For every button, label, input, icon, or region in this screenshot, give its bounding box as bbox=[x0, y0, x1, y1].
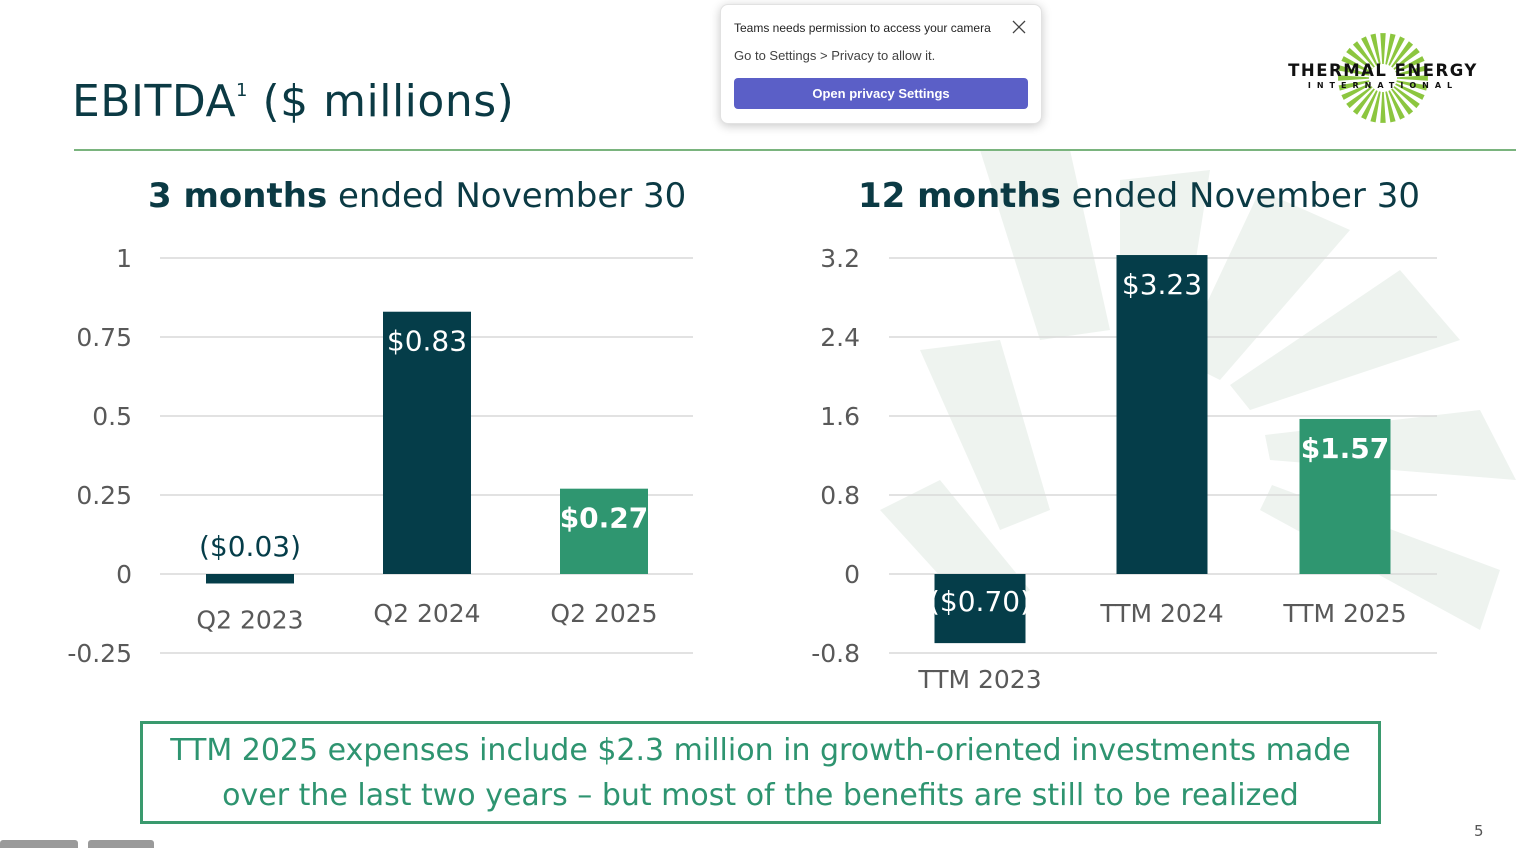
logo-ray bbox=[1388, 90, 1405, 120]
data-label: $1.57 bbox=[1301, 432, 1390, 465]
logo-ray bbox=[1346, 86, 1373, 109]
category-label: TTM 2024 bbox=[1099, 599, 1223, 628]
category-label: TTM 2025 bbox=[1282, 599, 1406, 628]
bar bbox=[383, 311, 471, 574]
logo-subtitle: INTERNATIONAL bbox=[1307, 81, 1459, 90]
sunburst-logo-icon bbox=[1338, 33, 1428, 123]
category-label: Q2 2025 bbox=[550, 599, 657, 628]
logo-ray bbox=[1391, 88, 1414, 115]
close-icon[interactable] bbox=[1011, 19, 1027, 35]
logo-ray bbox=[1370, 91, 1381, 123]
logo-ray bbox=[1338, 75, 1369, 81]
title-units: ($ millions) bbox=[262, 76, 515, 127]
y-tick-label: -0.25 bbox=[67, 639, 132, 668]
logo-ray bbox=[1352, 41, 1375, 68]
bar bbox=[1116, 255, 1208, 574]
logo-ray bbox=[1352, 88, 1375, 115]
title-footnote-marker: 1 bbox=[236, 80, 248, 101]
y-tick-label: 2.4 bbox=[820, 323, 860, 352]
bar bbox=[934, 574, 1026, 644]
callout-line-2: over the last two years – but most of th… bbox=[222, 777, 1299, 813]
logo-ray bbox=[1341, 56, 1371, 73]
callout-line-1: TTM 2025 expenses include $2.3 million i… bbox=[170, 732, 1351, 768]
logo-ray bbox=[1370, 33, 1381, 65]
logo-ray bbox=[1388, 36, 1405, 66]
chart-heading-bold: 3 months bbox=[148, 176, 328, 216]
logo-ray bbox=[1346, 47, 1373, 70]
logo-ray bbox=[1391, 41, 1414, 68]
company-logo: THERMAL ENERGY INTERNATIONAL bbox=[1265, 32, 1501, 124]
category-label: TTM 2023 bbox=[917, 665, 1041, 694]
bar bbox=[206, 574, 294, 584]
logo-ray bbox=[1380, 33, 1386, 64]
logo-ray bbox=[1385, 91, 1396, 123]
title-divider bbox=[74, 149, 1516, 151]
logo-ray bbox=[1396, 80, 1428, 91]
callout-box: TTM 2025 expenses include $2.3 million i… bbox=[140, 721, 1381, 824]
notification-title: Teams needs permission to access your ca… bbox=[734, 21, 991, 35]
y-tick-label: 0.75 bbox=[76, 323, 132, 352]
y-tick-label: 0.25 bbox=[76, 481, 132, 510]
logo-ray bbox=[1361, 36, 1378, 66]
chart-heading-rest: ended November 30 bbox=[1071, 176, 1420, 216]
logo-ray bbox=[1385, 33, 1396, 65]
category-label: Q2 2023 bbox=[196, 605, 303, 634]
chart-heading-bold: 12 months bbox=[858, 176, 1061, 216]
data-label: $0.27 bbox=[560, 502, 649, 535]
taskbar-tab[interactable] bbox=[0, 840, 78, 848]
logo-ray bbox=[1393, 47, 1420, 70]
logo-ray bbox=[1341, 83, 1371, 100]
logo-ray bbox=[1393, 86, 1420, 109]
logo-ray bbox=[1396, 65, 1428, 76]
chart-heading-3-months: 3 months ended November 30 bbox=[148, 176, 686, 216]
y-tick-label: 3.2 bbox=[820, 244, 860, 273]
slide-title: EBITDA1 ($ millions) bbox=[72, 76, 514, 127]
y-tick-label: 0.5 bbox=[92, 402, 132, 431]
y-tick-label: 1 bbox=[116, 244, 132, 273]
logo-ray bbox=[1397, 75, 1428, 81]
chart-heading-12-months: 12 months ended November 30 bbox=[858, 176, 1420, 216]
title-main: EBITDA bbox=[72, 76, 237, 127]
y-tick-label: -0.8 bbox=[811, 639, 860, 668]
logo-ray bbox=[1395, 83, 1425, 100]
data-label: ($0.70) bbox=[929, 585, 1031, 618]
logo-ray bbox=[1380, 92, 1386, 123]
logo-wordmark: THERMAL ENERGY bbox=[1288, 61, 1478, 80]
open-privacy-settings-button[interactable]: Open privacy Settings bbox=[734, 78, 1028, 109]
taskbar-tab[interactable] bbox=[88, 840, 154, 848]
logo-ray bbox=[1338, 65, 1370, 76]
page-number: 5 bbox=[1474, 822, 1484, 840]
data-label: $3.23 bbox=[1122, 268, 1202, 301]
y-tick-label: 0 bbox=[116, 560, 132, 589]
notification-body: Go to Settings > Privacy to allow it. bbox=[734, 48, 936, 63]
logo-ray bbox=[1361, 90, 1378, 120]
logo-ray bbox=[1395, 56, 1425, 73]
y-tick-label: 0 bbox=[844, 560, 860, 589]
bar bbox=[560, 488, 648, 574]
data-label: ($0.03) bbox=[199, 530, 301, 563]
category-label: Q2 2024 bbox=[373, 599, 480, 628]
camera-permission-notification: Teams needs permission to access your ca… bbox=[720, 4, 1042, 124]
y-tick-label: 1.6 bbox=[820, 402, 860, 431]
logo-ray bbox=[1338, 80, 1370, 91]
chart-heading-rest: ended November 30 bbox=[338, 176, 687, 216]
data-label: $0.83 bbox=[387, 325, 467, 358]
y-tick-label: 0.8 bbox=[820, 481, 860, 510]
bar bbox=[1299, 418, 1391, 574]
